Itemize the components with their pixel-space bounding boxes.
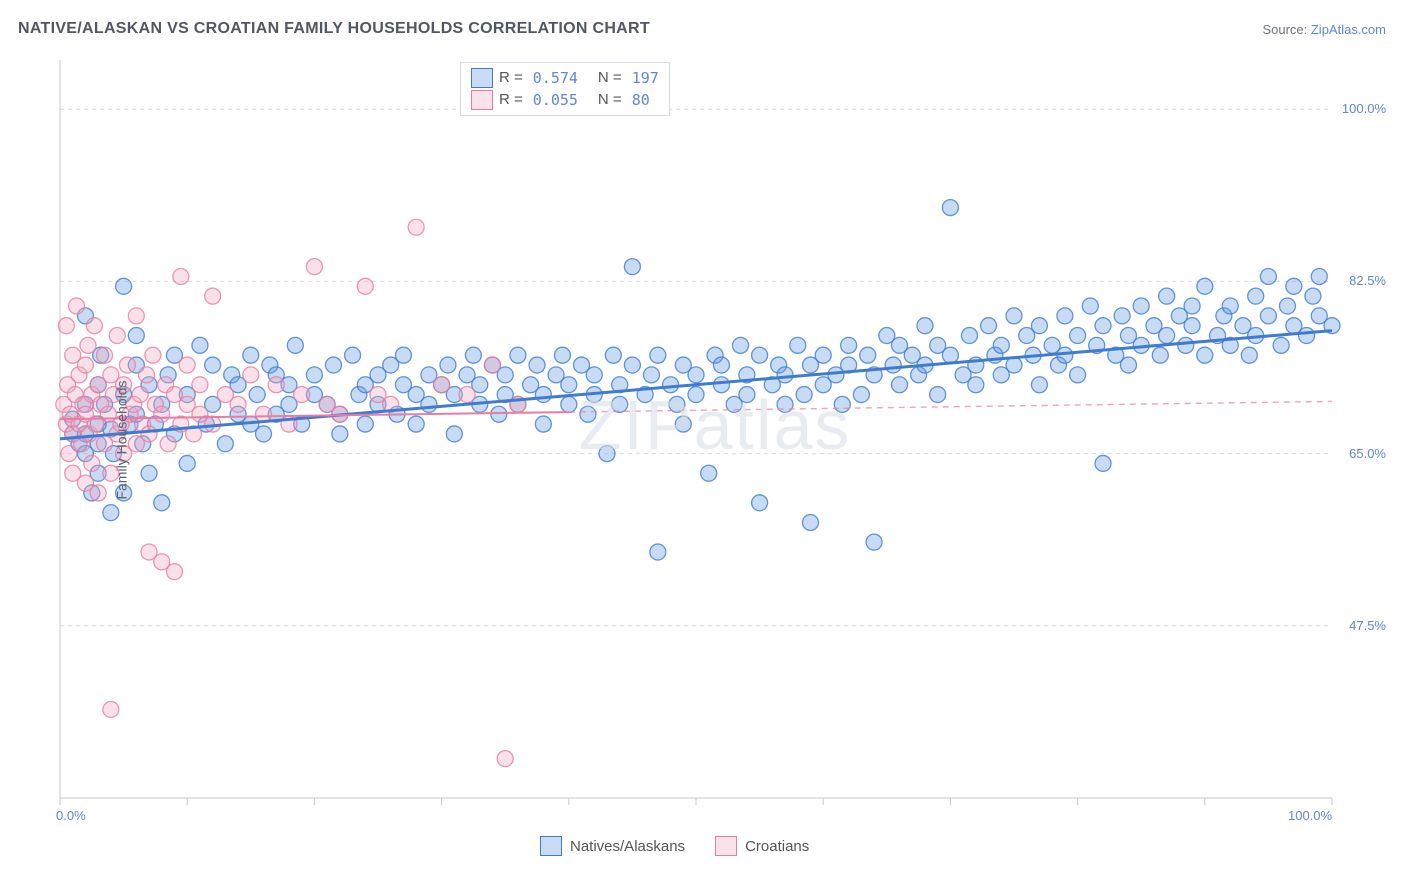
stats-legend: R = 0.574 N = 197 R = 0.055 N = 80 bbox=[460, 62, 670, 116]
legend-swatch bbox=[471, 68, 493, 88]
y-tick-label: 82.5% bbox=[1349, 273, 1386, 288]
source-link[interactable]: ZipAtlas.com bbox=[1311, 22, 1386, 37]
legend-label: Natives/Alaskans bbox=[570, 838, 685, 855]
stat-n-value: 80 bbox=[632, 89, 650, 111]
stat-r-label: R = bbox=[499, 89, 523, 111]
stat-r-value: 0.055 bbox=[533, 89, 578, 111]
y-tick-label: 65.0% bbox=[1349, 446, 1386, 461]
legend-label: Croatians bbox=[745, 838, 809, 855]
chart-container: NATIVE/ALASKAN VS CROATIAN FAMILY HOUSEH… bbox=[0, 0, 1406, 892]
x-tick-label: 0.0% bbox=[56, 808, 86, 823]
legend-swatch bbox=[715, 836, 737, 856]
y-tick-label: 100.0% bbox=[1342, 101, 1386, 116]
stats-legend-row: R = 0.574 N = 197 bbox=[471, 67, 659, 89]
stat-r-value: 0.574 bbox=[533, 67, 578, 89]
stats-legend-row: R = 0.055 N = 80 bbox=[471, 89, 659, 111]
chart-title: NATIVE/ALASKAN VS CROATIAN FAMILY HOUSEH… bbox=[18, 20, 650, 38]
legend-swatch bbox=[471, 90, 493, 110]
source-prefix: Source: bbox=[1262, 22, 1310, 37]
series-legend: Natives/Alaskans Croatians bbox=[540, 836, 831, 856]
y-tick-label: 47.5% bbox=[1349, 618, 1386, 633]
y-axis-label: Family Households bbox=[114, 380, 130, 499]
stat-n-label: N = bbox=[598, 89, 622, 111]
stat-n-value: 197 bbox=[632, 67, 659, 89]
x-tick-label: 100.0% bbox=[1288, 808, 1332, 823]
source-attribution: Source: ZipAtlas.com bbox=[1262, 22, 1386, 37]
legend-swatch bbox=[540, 836, 562, 856]
stat-n-label: N = bbox=[598, 67, 622, 89]
plot-area: Family Households ZIPatlas bbox=[50, 60, 1380, 820]
scatter-plot-svg bbox=[50, 60, 1380, 820]
stat-r-label: R = bbox=[499, 67, 523, 89]
